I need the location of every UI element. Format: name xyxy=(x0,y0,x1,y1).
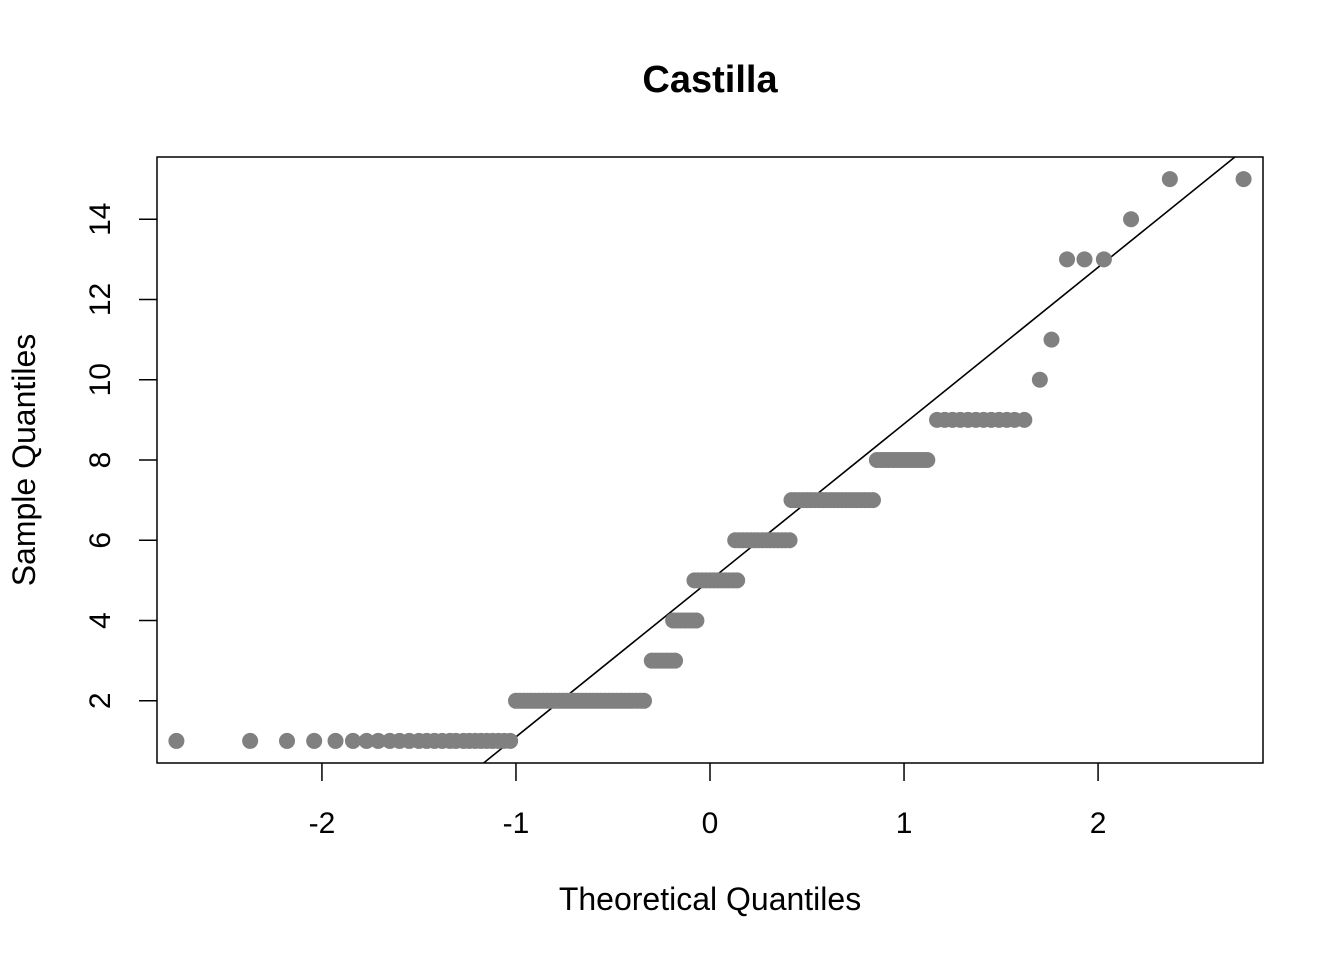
data-point xyxy=(1123,211,1140,228)
data-point xyxy=(1235,171,1252,188)
y-tick-label: 14 xyxy=(84,203,117,236)
x-tick-label: -2 xyxy=(309,807,336,840)
data-point xyxy=(344,732,361,749)
qq-reference-line xyxy=(483,156,1236,764)
y-tick-label: 2 xyxy=(84,692,117,709)
data-point xyxy=(781,532,798,549)
data-point xyxy=(1095,251,1112,268)
x-tick-label: 2 xyxy=(1090,807,1107,840)
x-tick-label: 1 xyxy=(896,807,913,840)
data-point xyxy=(242,732,259,749)
reference-line-layer xyxy=(483,156,1236,764)
y-tick-label: 12 xyxy=(84,283,117,316)
data-point xyxy=(864,492,881,509)
data-point xyxy=(729,572,746,589)
data-point xyxy=(1161,171,1178,188)
data-point xyxy=(327,732,344,749)
plot-box xyxy=(156,156,1264,764)
y-tick-label: 4 xyxy=(84,612,117,629)
data-point xyxy=(1031,371,1048,388)
data-point xyxy=(168,732,185,749)
data-point xyxy=(358,732,375,749)
data-point xyxy=(502,732,519,749)
y-tick-label: 6 xyxy=(84,532,117,549)
points-layer xyxy=(168,171,1252,749)
data-point xyxy=(1043,331,1060,348)
data-point xyxy=(370,732,387,749)
x-axis-label: Theoretical Quantiles xyxy=(559,881,861,917)
data-point xyxy=(279,732,296,749)
y-axis-label: Sample Quantiles xyxy=(6,334,42,587)
data-point xyxy=(306,732,323,749)
data-point xyxy=(919,452,936,468)
data-point xyxy=(667,652,684,669)
data-point xyxy=(636,692,653,709)
data-point xyxy=(1076,251,1093,268)
y-axis: 2 4 6 8 10 12 14 xyxy=(84,203,157,709)
y-tick-label: 10 xyxy=(84,363,117,396)
x-tick-label: -1 xyxy=(503,807,530,840)
y-tick-label: 8 xyxy=(84,452,117,469)
chart-title: Castilla xyxy=(642,59,778,101)
data-point xyxy=(688,612,705,629)
x-axis: -2 -1 0 1 2 xyxy=(309,763,1107,840)
x-tick-label: 0 xyxy=(702,807,719,840)
data-point xyxy=(1016,411,1033,428)
data-point xyxy=(1059,251,1076,268)
